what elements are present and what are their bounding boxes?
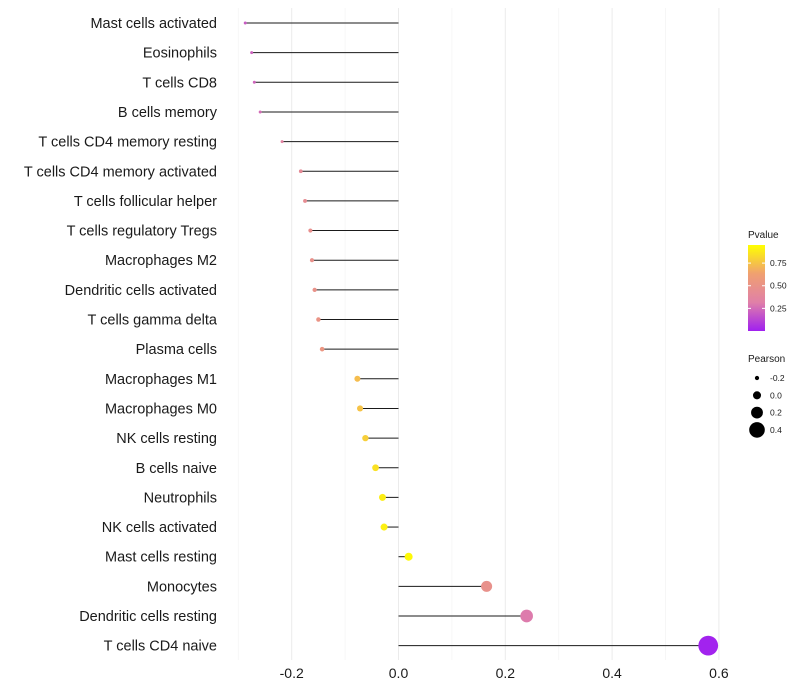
grid-layer (237, 8, 720, 660)
lollipop-point (303, 198, 308, 203)
legend-pearson-title: Pearson (748, 354, 785, 365)
category-label: Monocytes (147, 579, 217, 595)
x-tick-label: 0.0 (389, 665, 409, 681)
category-label: T cells CD4 memory resting (38, 135, 217, 151)
legend-pvalue-title: Pvalue (748, 230, 779, 241)
category-label: B cells naive (136, 461, 217, 477)
lollipop-point (404, 552, 413, 561)
lollipop-point (309, 258, 315, 263)
category-label: Mast cells activated (90, 16, 217, 32)
category-label: Macrophages M1 (105, 372, 217, 388)
category-label: Plasma cells (136, 342, 217, 358)
x-tick-label: 0.4 (602, 665, 622, 681)
x-tick-label: 0.2 (496, 665, 516, 681)
lollipop-point (372, 464, 379, 472)
category-label: T cells gamma delta (88, 313, 218, 329)
category-label: T cells CD8 (142, 75, 217, 91)
category-label: Mast cells resting (105, 550, 217, 566)
lollipop-point (280, 140, 284, 144)
category-label: T cells follicular helper (74, 194, 217, 210)
lollipop-point (354, 375, 361, 382)
x-axis-ticks: -0.2 0.0 0.2 0.4 0.6 (280, 665, 729, 681)
legend-pearson-key (749, 422, 765, 438)
lollipop-point (481, 580, 493, 592)
lollipop-point (316, 317, 321, 322)
category-label: NK cells activated (102, 520, 217, 536)
lollipop-point (243, 21, 247, 25)
x-tick-label: 0.6 (709, 665, 729, 681)
category-label: Eosinophils (143, 46, 217, 62)
legends: Pvalue 0.75 0.50 0.25 Pearson -0.2 0.0 0.2 0.4 (748, 230, 787, 438)
category-label: Dendritic cells activated (65, 283, 217, 299)
category-label: NK cells resting (116, 431, 217, 447)
category-label: T cells regulatory Tregs (67, 224, 217, 240)
legend-pearson-label: 0.4 (770, 425, 782, 435)
point-layer (243, 21, 719, 656)
legend-pearson-key (752, 391, 762, 400)
legend-pearson-label: -0.2 (770, 373, 785, 383)
legend-pearson-key (751, 406, 763, 419)
lollipop-point (357, 405, 364, 412)
legend-pvalue-tick: 0.75 (770, 258, 787, 268)
lollipop-point (298, 169, 303, 174)
lollipop-point (362, 434, 369, 442)
legend-pvalue-tick: 0.50 (770, 281, 787, 291)
lollipop-point (250, 51, 254, 55)
category-label: Macrophages M2 (105, 253, 217, 269)
legend-pearson-key (754, 375, 760, 381)
stem-layer (245, 22, 709, 647)
lollipop-point (698, 635, 719, 656)
category-label: B cells memory (118, 105, 218, 121)
category-label: T cells CD4 naive (104, 639, 217, 655)
lollipop-point (312, 287, 317, 293)
lollipop-point (520, 609, 533, 623)
x-tick-label: -0.2 (280, 665, 304, 681)
lollipop-point (308, 228, 313, 233)
category-labels: Mast cells activated Eosinophils T cells C… (24, 16, 218, 655)
legend-pearson-label: 0.2 (770, 408, 782, 418)
legend-pvalue-colorbar (748, 245, 765, 331)
category-label: T cells CD4 memory activated (24, 164, 217, 180)
category-label: Dendritic cells resting (79, 609, 217, 625)
legend-pvalue-tick: 0.25 (770, 303, 787, 313)
category-label: Neutrophils (144, 490, 217, 506)
lollipop-point (378, 493, 386, 501)
lollipop-point (258, 110, 262, 114)
category-label: Macrophages M0 (105, 401, 217, 417)
lollipop-point (252, 80, 256, 84)
legend-pearson-label: 0.0 (770, 390, 782, 400)
lollipop-point (319, 346, 325, 352)
lollipop-point (380, 523, 388, 531)
